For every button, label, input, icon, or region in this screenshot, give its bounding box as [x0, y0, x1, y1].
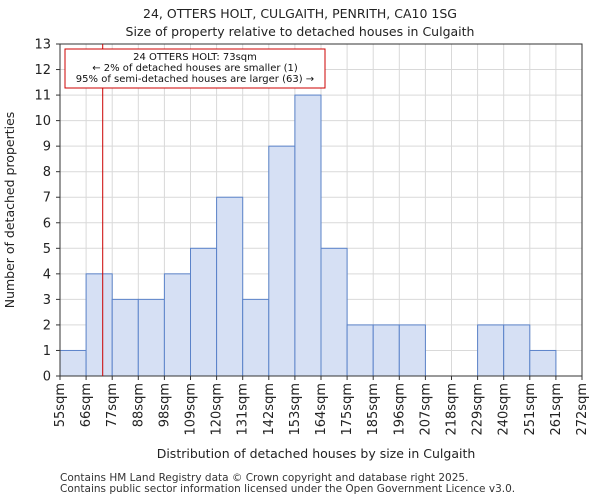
x-tick-labels: 55sqm 66sqm 77sqm 88sqm 98sqm 109sqm 120sqm 131…	[53, 383, 590, 436]
y-tick-label: 2	[43, 318, 51, 333]
chart-title: 24, OTTERS HOLT, CULGAITH, PENRITH, CA10…	[143, 6, 457, 21]
x-tick-label: 196sqm	[392, 383, 407, 436]
x-tick-label: 120sqm	[210, 383, 225, 436]
annotation-box: 24 OTTERS HOLT: 73sqm ← 2% of detached h…	[64, 48, 326, 89]
x-tick-label: 131sqm	[236, 383, 251, 436]
y-axis-label: Number of detached properties	[2, 112, 17, 309]
bar	[477, 324, 505, 377]
bar	[294, 94, 322, 377]
bar	[320, 247, 348, 377]
y-tick-label: 7	[43, 191, 51, 206]
x-tick-label: 66sqm	[79, 383, 94, 427]
x-tick-label: 109sqm	[184, 383, 199, 436]
bar	[372, 324, 400, 377]
y-tick-label: 0	[43, 370, 51, 385]
chart-subtitle: Size of property relative to detached ho…	[125, 24, 475, 39]
attribution-footer: Contains HM Land Registry data © Crown c…	[60, 473, 515, 495]
x-tick-label: 142sqm	[262, 383, 277, 436]
chart-title-block: 24, OTTERS HOLT, CULGAITH, PENRITH, CA10…	[0, 5, 600, 41]
y-tick-label: 9	[43, 140, 51, 155]
x-tick-label: 55sqm	[53, 383, 68, 427]
y-tick-label: 4	[43, 267, 51, 282]
y-tick-label: 11	[34, 89, 51, 104]
attribution-line-2: Contains public sector information licen…	[60, 483, 516, 495]
x-tick-label: 218sqm	[445, 383, 460, 436]
bar	[163, 273, 191, 377]
bar	[137, 298, 165, 377]
annotation-line-1: 24 OTTERS HOLT: 73sqm	[133, 52, 257, 63]
y-tick-label: 6	[43, 216, 51, 231]
y-tick-label: 12	[34, 63, 51, 78]
attribution-line-1: Contains HM Land Registry data © Crown c…	[60, 472, 469, 484]
bar	[503, 324, 531, 377]
x-tick-label: 261sqm	[549, 383, 564, 436]
bar	[346, 324, 374, 377]
bar	[85, 273, 113, 377]
x-tick-label: 240sqm	[497, 383, 512, 436]
bar	[216, 196, 244, 377]
y-tick-label: 1	[43, 344, 51, 359]
annotation-line-3: 95% of semi-detached houses are larger (…	[76, 74, 314, 85]
x-tick-label: 98sqm	[157, 383, 172, 427]
bar	[398, 324, 426, 377]
x-tick-label: 272sqm	[575, 383, 590, 436]
x-tick-label: 229sqm	[471, 383, 486, 436]
y-tick-label: 3	[43, 293, 51, 308]
x-tick-label: 164sqm	[314, 383, 329, 436]
axes	[56, 43, 583, 380]
y-tick-label: 10	[34, 114, 51, 129]
y-tick-label: 5	[43, 242, 51, 257]
x-tick-label: 207sqm	[418, 383, 433, 436]
y-tick-label: 8	[43, 165, 51, 180]
x-tick-label: 77sqm	[105, 383, 120, 427]
bar	[59, 349, 87, 377]
bar	[190, 247, 218, 377]
annotation-line-2: ← 2% of detached houses are smaller (1)	[92, 63, 298, 74]
x-tick-label: 88sqm	[131, 383, 146, 427]
bar	[242, 298, 270, 377]
x-axis-label: Distribution of detached houses by size …	[157, 446, 476, 461]
x-tick-label: 251sqm	[523, 383, 538, 436]
bar	[529, 349, 557, 377]
annotation-frame	[64, 48, 326, 89]
x-tick-label: 175sqm	[340, 383, 355, 436]
x-tick-label: 185sqm	[366, 383, 381, 436]
bar	[268, 145, 296, 377]
x-tick-label: 153sqm	[288, 383, 303, 436]
y-tick-label: 13	[34, 38, 51, 53]
bar	[111, 298, 139, 377]
bars	[59, 94, 557, 377]
